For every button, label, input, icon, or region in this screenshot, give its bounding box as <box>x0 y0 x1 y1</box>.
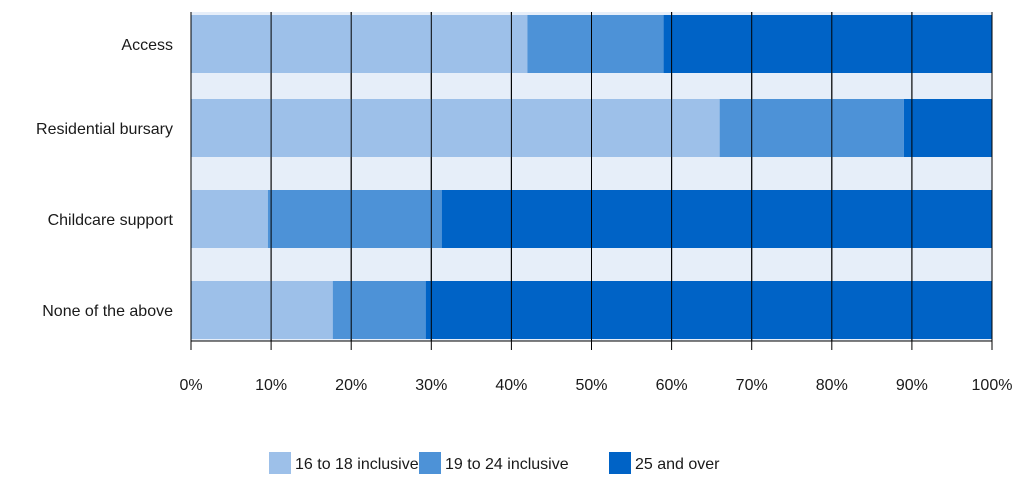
bars <box>190 12 993 341</box>
x-tick-label: 0% <box>179 377 202 394</box>
x-tick-label: 10% <box>255 377 287 394</box>
bar-segment-2 <box>332 281 426 339</box>
legend-label: 16 to 18 inclusive <box>295 456 419 473</box>
bar-segment-1 <box>191 15 528 73</box>
tick-labels: 0% 10% 20% 30% 40% 50% 60% 70% 80% 90% 100% <box>179 377 1012 394</box>
legend-label: 19 to 24 inclusive <box>445 456 569 473</box>
bar-segment-2 <box>267 190 442 248</box>
legend-swatch-3 <box>609 452 631 474</box>
bar-segment-3 <box>441 190 992 248</box>
x-tick-label: 20% <box>335 377 367 394</box>
category-label: Childcare support <box>48 212 174 229</box>
bar-segment-1 <box>191 99 720 157</box>
bar-segment-1 <box>191 190 268 248</box>
x-tick-label: 90% <box>896 377 928 394</box>
legend-swatch-1 <box>269 452 291 474</box>
x-tick-label: 70% <box>736 377 768 394</box>
x-tick-label: 80% <box>816 377 848 394</box>
bar-segment-3 <box>663 15 992 73</box>
category-labels: Access Residential bursary Childcare suppo… <box>36 37 174 320</box>
category-label: Access <box>121 37 173 54</box>
legend-label: 25 and over <box>635 456 720 473</box>
bar-segment-3 <box>425 281 992 339</box>
x-tick-label: 30% <box>415 377 447 394</box>
x-tick-label: 40% <box>495 377 527 394</box>
x-tick-label: 100% <box>972 377 1013 394</box>
legend: 16 to 18 inclusive 19 to 24 inclusive 25 a… <box>269 452 720 474</box>
bar-segment-1 <box>191 281 333 339</box>
category-label: None of the above <box>42 303 173 320</box>
legend-swatch-2 <box>419 452 441 474</box>
bar-segment-2 <box>527 15 664 73</box>
category-label: Residential bursary <box>36 121 173 138</box>
bar-segment-3 <box>903 99 992 157</box>
x-tick-label: 50% <box>575 377 607 394</box>
x-tick-label: 60% <box>656 377 688 394</box>
bar-segment-2 <box>719 99 904 157</box>
